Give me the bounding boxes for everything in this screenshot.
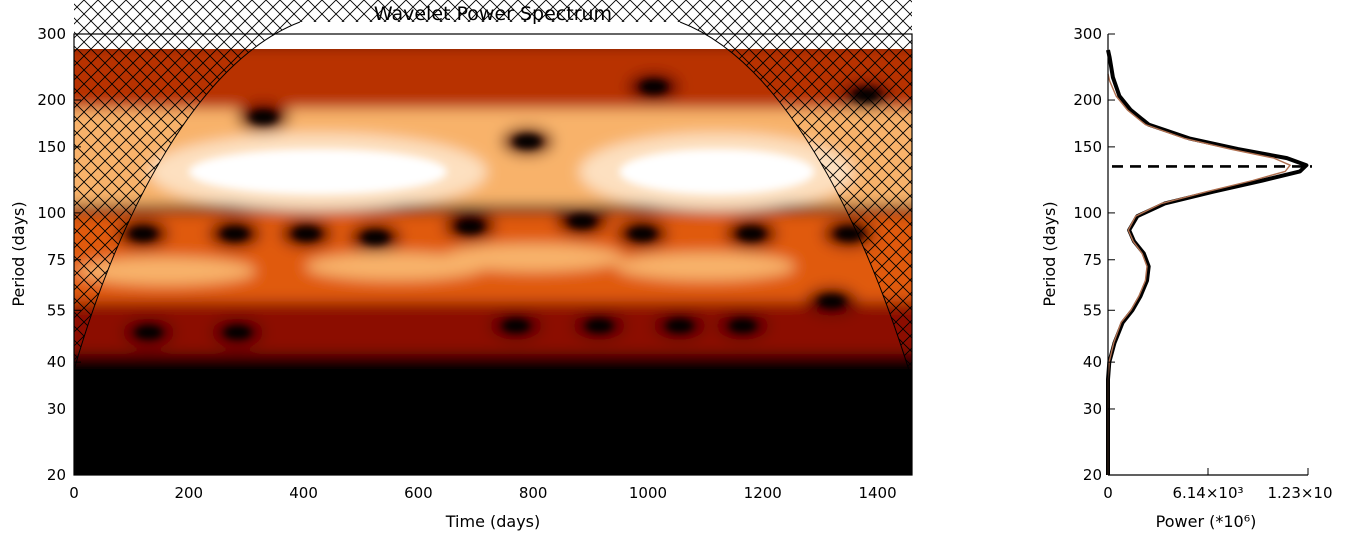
dark-spot-17 xyxy=(585,318,614,333)
mid-pool-1 xyxy=(305,252,486,281)
global-y-tick-label-6: 150 xyxy=(1073,138,1102,156)
dark-spot-5 xyxy=(567,214,596,229)
global-x-tick-label-2: 1.23×10 xyxy=(1267,484,1332,502)
mid-pool-3 xyxy=(615,252,796,281)
dark-spot-6 xyxy=(628,226,657,241)
x-tick-label-3: 600 xyxy=(404,484,433,502)
global-spectrum-lines xyxy=(1106,49,1312,475)
global-y-axis-label: Period (days) xyxy=(1040,201,1059,306)
heatmap-frame xyxy=(73,33,913,476)
x-axis-ticks: 0 200 400 600 800 1000 1200 1400 xyxy=(69,468,897,502)
dark-spot-19 xyxy=(728,318,757,333)
x-tick-label-4: 800 xyxy=(519,484,548,502)
y-tick-label-2: 40 xyxy=(47,353,66,371)
mid-pool-2 xyxy=(443,243,624,272)
dark-spot-16 xyxy=(501,318,530,333)
dark-spot-3 xyxy=(361,230,390,245)
x-axis-label: Time (days) xyxy=(445,512,541,531)
mid-pool-0 xyxy=(75,256,256,285)
y-tick-label-7: 200 xyxy=(37,91,66,109)
coi-hatch xyxy=(74,0,912,475)
global-x-tick-label-1: 6.14×10³ xyxy=(1172,484,1243,502)
x-tick-label-5: 1000 xyxy=(629,484,667,502)
y-tick-label-6: 150 xyxy=(37,138,66,156)
y-axis-ticks: 20 30 40 55 75 100 150 200 300 xyxy=(37,25,81,484)
global-y-tick-label-2: 40 xyxy=(1083,353,1102,371)
dark-spot-15 xyxy=(223,325,252,340)
wavelet-power-spectrum-panel: 0 200 400 600 800 1000 1200 1400 20 30 40 55 75 100 1… xyxy=(9,0,913,531)
dark-spot-9 xyxy=(817,294,846,309)
y-tick-label-4: 75 xyxy=(47,251,66,269)
global-x-axis-ticks: 0 6.14×10³ 1.23×10 xyxy=(1103,468,1333,502)
global-y-tick-label-4: 75 xyxy=(1083,251,1102,269)
global-y-tick-label-5: 100 xyxy=(1073,204,1102,222)
bright-region-0 xyxy=(188,149,448,195)
dark-spot-12 xyxy=(639,79,668,94)
dark-spot-1 xyxy=(220,226,249,241)
global-series-1 xyxy=(1107,73,1291,475)
x-tick-label-1: 200 xyxy=(174,484,203,502)
global-series-0 xyxy=(1106,49,1309,475)
x-tick-label-0: 0 xyxy=(69,484,79,502)
y-tick-label-0: 20 xyxy=(47,466,66,484)
bright-region-1 xyxy=(619,149,815,195)
global-y-tick-label-3: 55 xyxy=(1083,301,1102,319)
chart-title: Wavelet Power Spectrum xyxy=(374,3,612,25)
global-y-tick-label-0: 20 xyxy=(1083,466,1102,484)
power-cores xyxy=(128,79,881,340)
y-tick-label-1: 30 xyxy=(47,400,66,418)
global-y-axis-ticks: 20 30 40 55 75 100 150 200 300 xyxy=(1073,25,1115,484)
dark-spot-14 xyxy=(134,325,163,340)
global-x-tick-label-0: 0 xyxy=(1103,484,1113,502)
x-tick-label-7: 1400 xyxy=(858,484,896,502)
global-spectrum-panel: 0 6.14×10³ 1.23×10 2030405575100150200300 … xyxy=(1040,25,1333,531)
y-tick-label-3: 55 xyxy=(47,301,66,319)
dark-spot-10 xyxy=(249,110,278,125)
global-y-tick-label-8: 300 xyxy=(1073,25,1102,43)
global-y-tick-label-1: 30 xyxy=(1083,400,1102,418)
y-tick-label-8: 300 xyxy=(37,25,66,43)
dark-spot-11 xyxy=(513,134,542,149)
power-contours xyxy=(74,49,912,475)
cone-of-influence xyxy=(74,0,912,475)
power-band-0 xyxy=(74,354,912,475)
coi-left-edge xyxy=(74,21,301,371)
x-tick-label-6: 1200 xyxy=(744,484,782,502)
dark-spot-0 xyxy=(128,226,157,241)
dark-spot-2 xyxy=(292,226,321,241)
power-fill xyxy=(74,49,912,475)
x-tick-label-2: 400 xyxy=(289,484,318,502)
dark-spot-4 xyxy=(456,219,485,234)
dark-spot-7 xyxy=(737,226,766,241)
y-tick-label-5: 100 xyxy=(37,204,66,222)
coi-right-edge xyxy=(679,21,912,381)
y-axis-label: Period (days) xyxy=(9,201,28,306)
global-y-tick-label-7: 200 xyxy=(1073,91,1102,109)
global-x-axis-label: Power (*10⁶) xyxy=(1156,512,1257,531)
dark-spot-18 xyxy=(665,318,694,333)
